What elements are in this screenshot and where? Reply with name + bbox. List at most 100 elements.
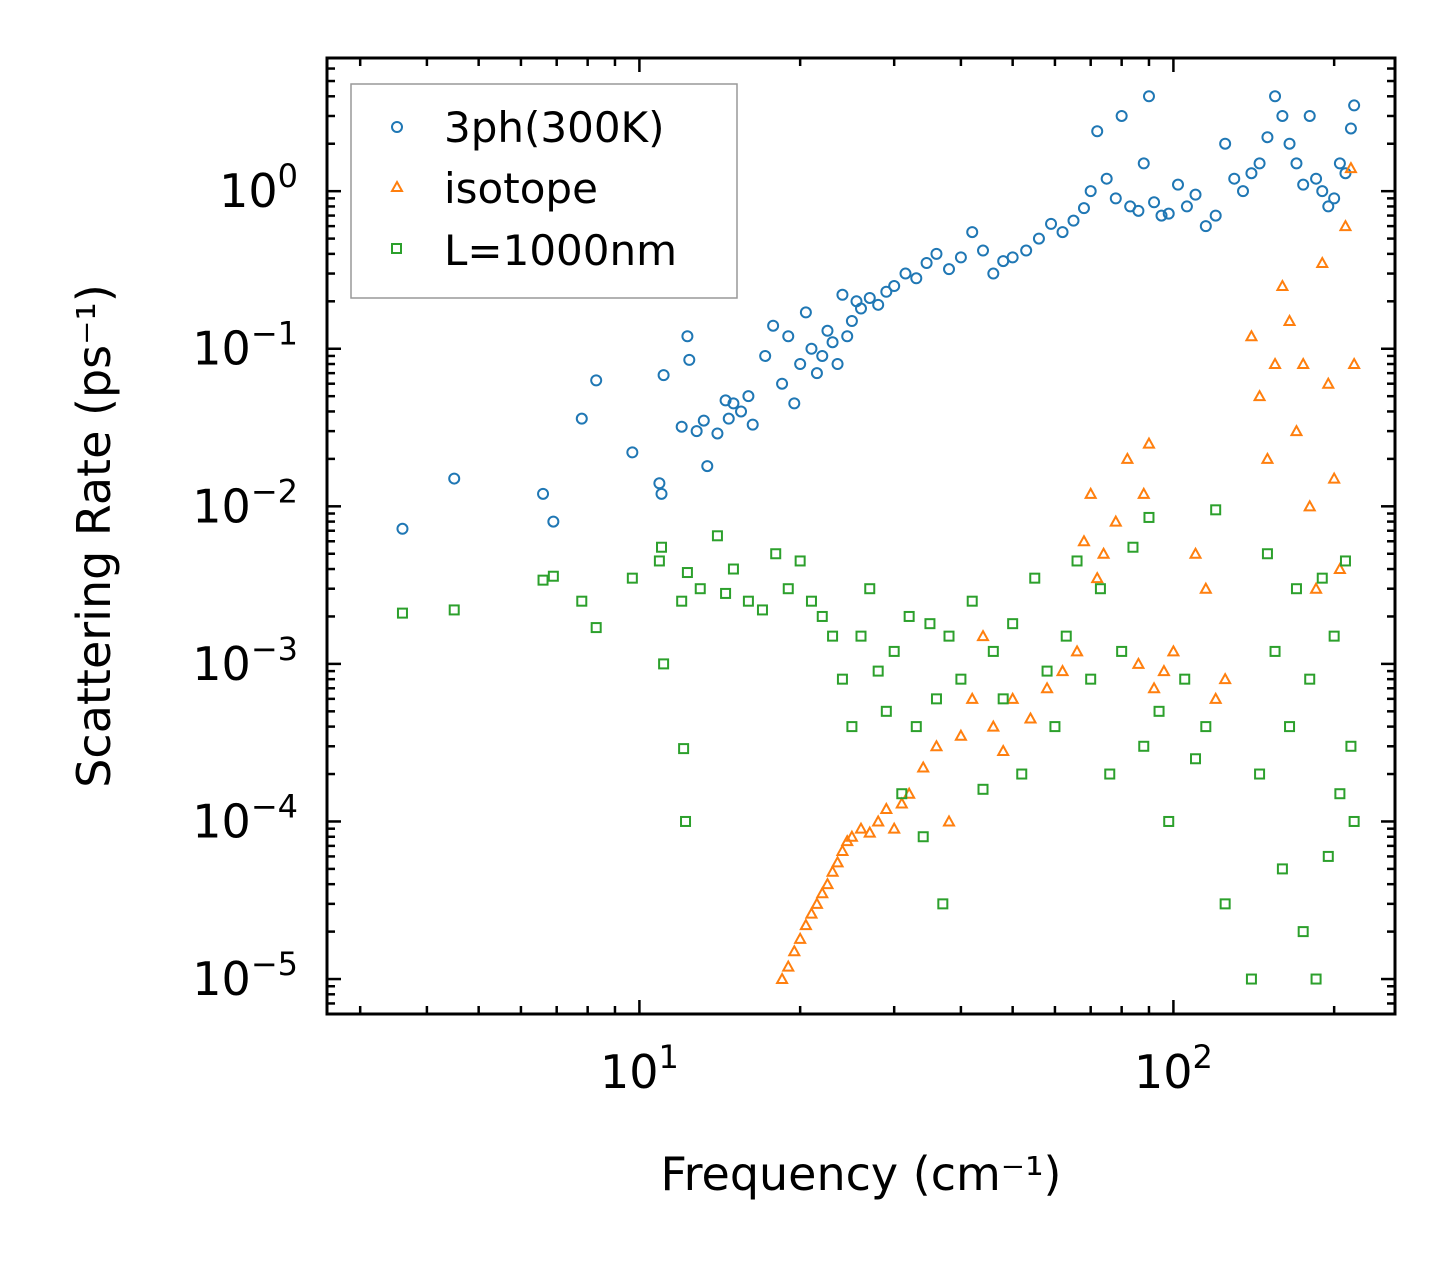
data-point-square (1290, 583, 1302, 595)
data-point-square (711, 530, 723, 542)
data-point-circle (799, 306, 812, 319)
data-point-triangle (1315, 255, 1329, 269)
data-point-circle (590, 374, 603, 387)
data-point-triangle (820, 877, 835, 890)
data-point-circle (655, 487, 668, 500)
data-point-circle (1339, 167, 1352, 180)
data-point-square (1190, 753, 1202, 765)
data-point-square (888, 645, 900, 657)
data-point-square (903, 610, 915, 622)
data-point-circle (776, 377, 789, 390)
data-point-circle (831, 358, 844, 371)
data-point-square (827, 630, 839, 642)
data-point-triangle (1142, 436, 1156, 449)
series-0 (396, 90, 1361, 535)
data-point-square (864, 583, 876, 595)
data-point-circle (683, 353, 696, 366)
data-point-triangle (1070, 644, 1084, 657)
data-point-circle (810, 367, 823, 380)
data-point-triangle (1275, 278, 1290, 292)
data-point-triangle (871, 814, 885, 827)
data-point-square (1261, 548, 1273, 560)
data-point-triangle (863, 825, 877, 838)
data-point-circle (1006, 251, 1019, 264)
data-point-square (910, 721, 922, 733)
legend-marker-square (391, 243, 402, 254)
data-point-circle (910, 272, 923, 285)
data-point-square (1269, 645, 1281, 657)
data-point-square (1127, 541, 1139, 553)
data-point-square (930, 693, 942, 705)
data-point-circle (448, 472, 461, 485)
x-tick-labels: 101 102 (600, 1038, 1213, 1099)
data-point-triangle (1083, 486, 1098, 499)
series-2 (396, 504, 1360, 985)
data-point-triangle (1268, 356, 1282, 370)
data-point-square (680, 815, 692, 827)
data-point-circle (943, 263, 956, 276)
data-point-circle (794, 358, 807, 371)
data-point-triangle (781, 959, 795, 972)
data-point-triangle (1347, 356, 1361, 370)
data-point-circle (1142, 90, 1155, 103)
data-point-triangle (996, 743, 1010, 757)
data-point-triangle (1296, 356, 1310, 370)
data-point-circle (742, 390, 755, 403)
data-point-triangle (793, 931, 807, 944)
data-point-triangle (1218, 672, 1232, 685)
data-point-circle (1137, 157, 1150, 170)
data-point-square (937, 898, 949, 910)
data-point-square (681, 567, 693, 579)
data-point-square (1284, 721, 1296, 733)
data-point-circle (1348, 99, 1361, 112)
data-point-circle (1155, 209, 1168, 222)
data-point-square (880, 705, 892, 717)
data-point-square (872, 665, 884, 677)
data-point-triangle (787, 944, 801, 957)
data-point-square (1339, 555, 1351, 567)
data-point-square (1029, 572, 1041, 584)
data-point-circle (1199, 220, 1212, 233)
data-point-square (756, 604, 768, 616)
data-point-square (656, 541, 668, 553)
data-point-circle (1322, 200, 1335, 213)
data-point-circle (845, 314, 858, 327)
data-point-circle (537, 487, 550, 500)
data-point-triangle (1109, 514, 1123, 527)
data-point-circle (954, 251, 967, 264)
data-point-square (626, 572, 638, 584)
data-point-square (943, 630, 955, 642)
data-point-circle (1045, 217, 1058, 230)
data-point-circle (1020, 244, 1033, 257)
data-point-circle (1209, 209, 1222, 222)
data-point-triangle (1321, 376, 1335, 389)
data-point-square (590, 622, 602, 634)
data-point-triangle (1147, 681, 1161, 694)
data-point-square (1153, 705, 1165, 717)
data-point-square (846, 721, 858, 733)
data-point-circle (1115, 109, 1128, 122)
data-point-triangle (799, 918, 813, 931)
data-point-circle (1162, 207, 1175, 220)
data-point-circle (987, 267, 1000, 280)
data-point-circle (1316, 185, 1329, 198)
data-point-triangle (976, 629, 990, 642)
data-point-square (547, 570, 559, 582)
data-point-square (1060, 630, 1072, 642)
data-point-square (448, 604, 460, 616)
data-point-triangle (916, 760, 930, 773)
minor-ticks (327, 56, 1395, 1016)
data-point-circle (657, 369, 670, 382)
data-point-circle (653, 477, 666, 490)
data-point-triangle (986, 719, 1001, 732)
data-point-circle (1109, 192, 1122, 205)
data-point-square (1276, 863, 1288, 875)
data-point-square (1143, 511, 1155, 523)
data-point-circle (821, 324, 834, 337)
data-point-circle (872, 298, 885, 311)
data-point-square (1049, 721, 1061, 733)
data-point-triangle (1282, 313, 1297, 326)
data-point-triangle (775, 971, 789, 985)
data-point-square (694, 583, 706, 595)
data-point-square (955, 673, 967, 685)
